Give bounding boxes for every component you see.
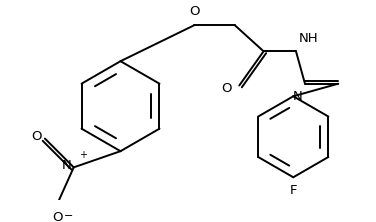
- Text: O: O: [189, 5, 200, 18]
- Text: O: O: [221, 82, 232, 95]
- Text: O: O: [32, 130, 42, 143]
- Text: +: +: [79, 150, 87, 160]
- Text: N: N: [61, 159, 71, 172]
- Text: −: −: [64, 210, 73, 221]
- Text: N: N: [293, 90, 302, 103]
- Text: O: O: [52, 210, 63, 222]
- Text: NH: NH: [299, 32, 318, 45]
- Text: F: F: [290, 184, 297, 197]
